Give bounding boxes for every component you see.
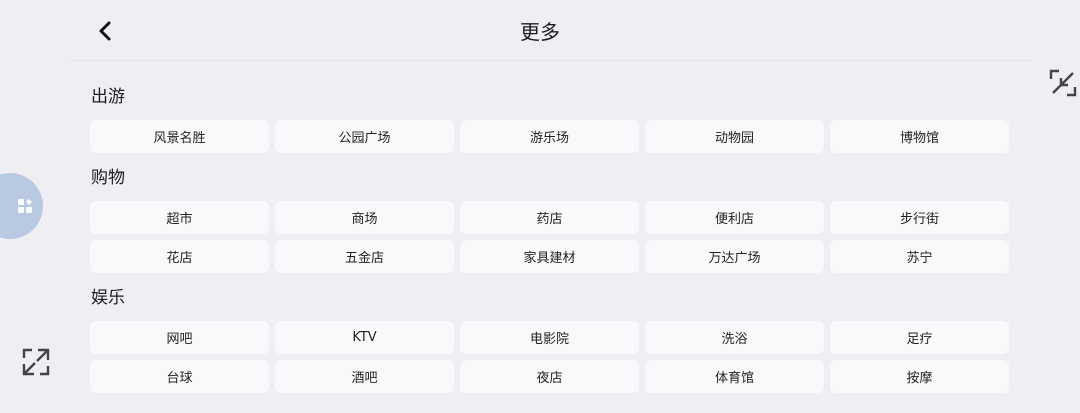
category-button[interactable]: 体育馆 <box>645 360 824 393</box>
category-button[interactable]: 酒吧 <box>275 360 454 393</box>
back-button[interactable] <box>92 17 118 45</box>
category-button[interactable]: 苏宁 <box>830 240 1009 273</box>
category-button[interactable]: 洗浴 <box>645 321 824 354</box>
category-button[interactable]: 家具建材 <box>460 240 639 273</box>
category-button[interactable]: 公园广场 <box>275 120 454 153</box>
category-button[interactable]: 按摩 <box>830 360 1009 393</box>
category-button[interactable]: 步行街 <box>830 201 1009 234</box>
category-button[interactable]: KTV <box>275 321 454 354</box>
page-title: 更多 <box>520 20 560 44</box>
category-button[interactable]: 台球 <box>90 360 269 393</box>
category-button[interactable]: 五金店 <box>275 240 454 273</box>
apps-grid-icon <box>18 199 32 213</box>
category-button[interactable]: 网吧 <box>90 321 269 354</box>
section-title-entertainment: 娱乐 <box>91 288 125 308</box>
header-divider <box>70 60 1032 61</box>
category-button[interactable]: 夜店 <box>460 360 639 393</box>
floating-menu-button[interactable] <box>0 173 43 239</box>
category-button[interactable]: 药店 <box>460 201 639 234</box>
category-button[interactable]: 商场 <box>275 201 454 234</box>
section-grid-outing: 风景名胜 公园广场 游乐场 动物园 博物馆 <box>90 120 1009 153</box>
category-list: 出游 风景名胜 公园广场 游乐场 动物园 博物馆 购物 超市 商场 药店 便利店… <box>90 84 1009 405</box>
category-button[interactable]: 风景名胜 <box>90 120 269 153</box>
expand-arrows-icon[interactable] <box>22 348 50 380</box>
category-button[interactable]: 万达广场 <box>645 240 824 273</box>
category-button[interactable]: 动物园 <box>645 120 824 153</box>
category-button[interactable]: 便利店 <box>645 201 824 234</box>
category-button[interactable]: 花店 <box>90 240 269 273</box>
category-button[interactable]: 博物馆 <box>830 120 1009 153</box>
section-grid-entertainment: 网吧 KTV 电影院 洗浴 足疗 台球 酒吧 夜店 体育馆 按摩 <box>90 321 1009 393</box>
section-title-outing: 出游 <box>91 87 125 107</box>
chevron-left-icon <box>99 21 111 41</box>
category-button[interactable]: 超市 <box>90 201 269 234</box>
section-title-shopping: 购物 <box>91 168 125 188</box>
category-button[interactable]: 足疗 <box>830 321 1009 354</box>
collapse-arrows-icon[interactable] <box>1049 69 1077 101</box>
category-button[interactable]: 电影院 <box>460 321 639 354</box>
section-grid-shopping: 超市 商场 药店 便利店 步行街 花店 五金店 家具建材 万达广场 苏宁 <box>90 201 1009 273</box>
category-button[interactable]: 游乐场 <box>460 120 639 153</box>
